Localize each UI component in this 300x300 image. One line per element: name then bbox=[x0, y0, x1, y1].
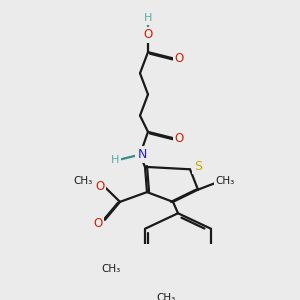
Text: CH₃: CH₃ bbox=[101, 264, 121, 274]
Text: O: O bbox=[174, 52, 184, 65]
Text: O: O bbox=[93, 217, 103, 230]
Text: CH₃: CH₃ bbox=[156, 293, 176, 300]
Text: H: H bbox=[111, 154, 119, 164]
Text: S: S bbox=[194, 160, 202, 172]
Text: O: O bbox=[143, 28, 153, 41]
Text: H: H bbox=[144, 13, 152, 23]
Text: CH₃: CH₃ bbox=[74, 176, 93, 186]
Text: O: O bbox=[174, 132, 184, 145]
Text: N: N bbox=[137, 148, 147, 161]
Text: CH₃: CH₃ bbox=[215, 176, 235, 186]
Text: O: O bbox=[95, 180, 105, 193]
